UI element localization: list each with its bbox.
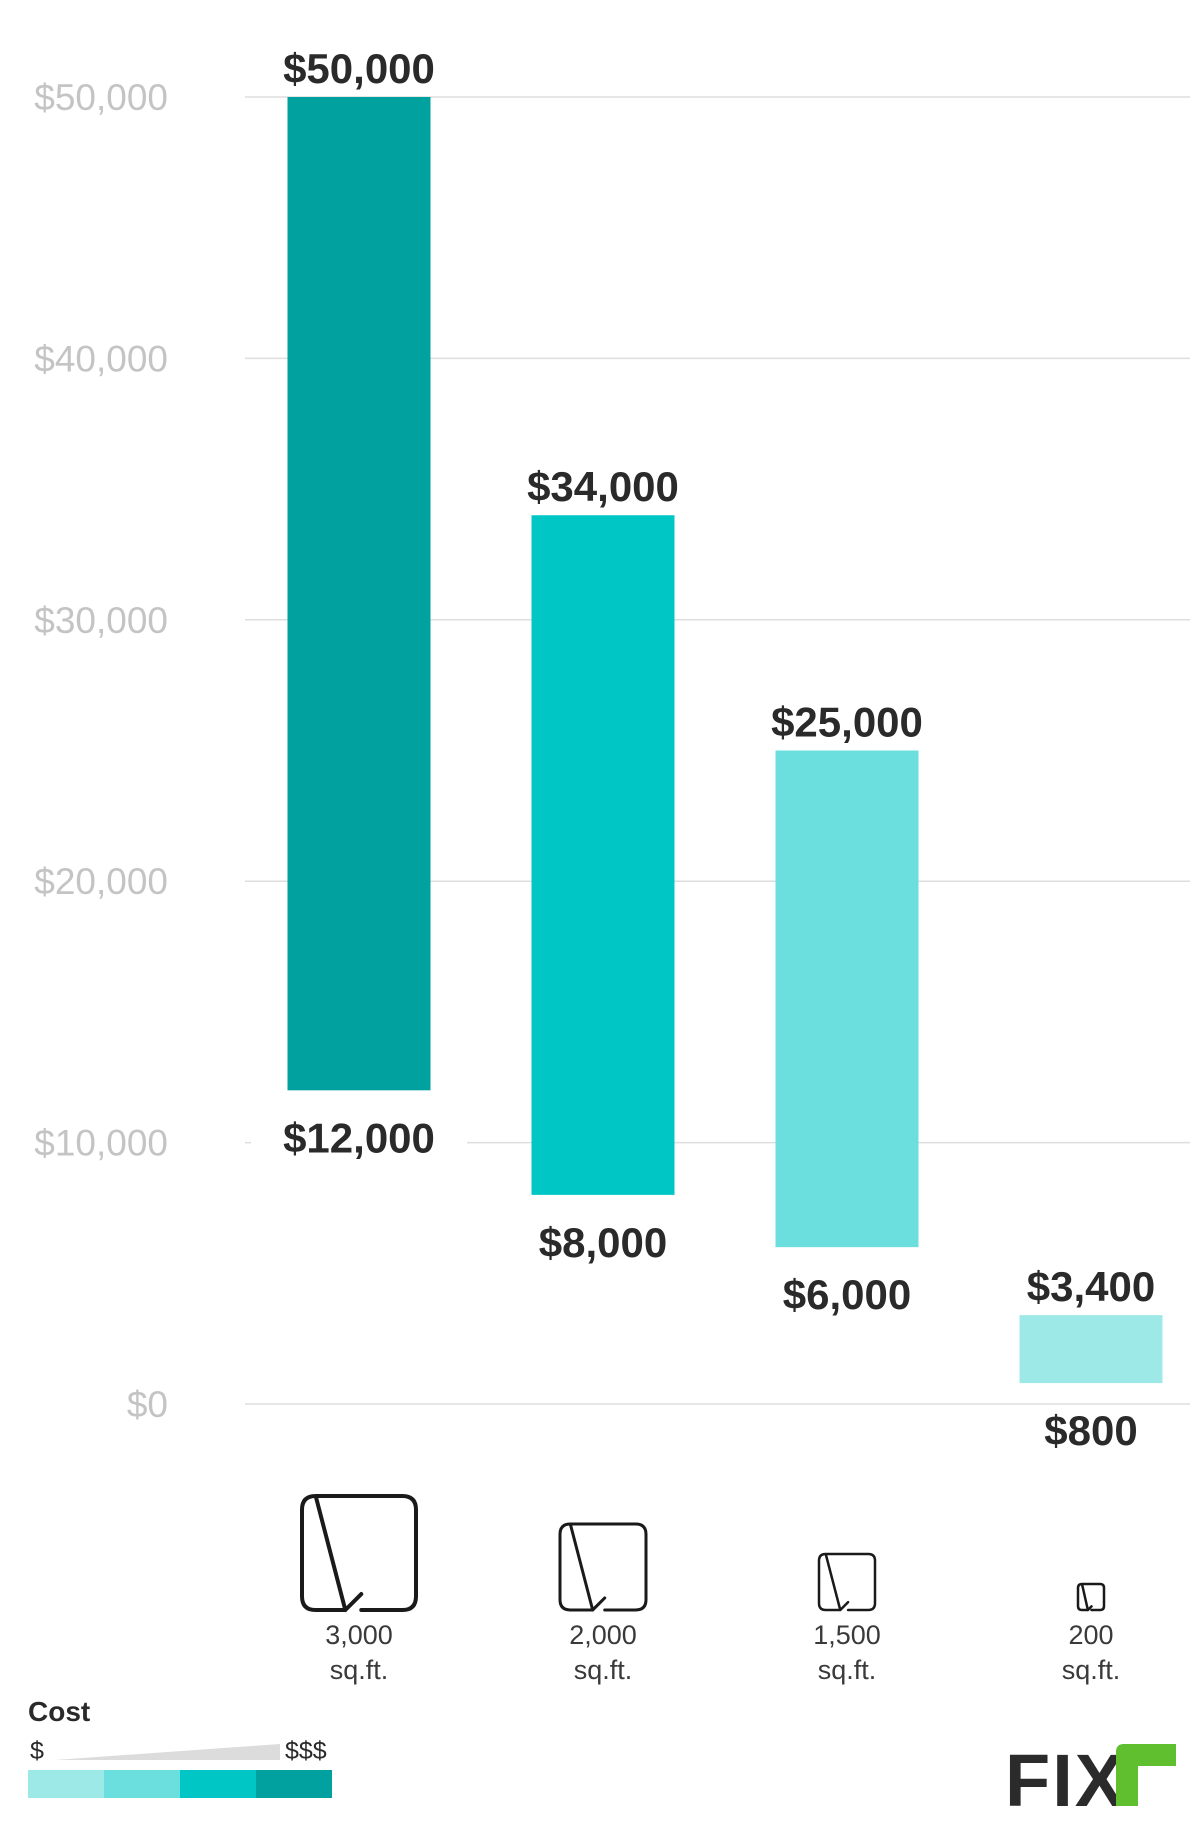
range-bar bbox=[1019, 1315, 1163, 1384]
room-size-icon bbox=[817, 1552, 877, 1612]
range-bar bbox=[775, 750, 919, 1248]
legend-swatch bbox=[28, 1770, 104, 1798]
y-tick-label: $40,000 bbox=[34, 338, 168, 379]
category-label-line1: 200 bbox=[1068, 1620, 1113, 1650]
logo-r-mark bbox=[1116, 1744, 1176, 1806]
room-size-icon bbox=[300, 1494, 418, 1612]
legend-title: Cost bbox=[28, 1696, 90, 1727]
category-labels: 3,000 sq.ft. 2,000 sq.ft. 1,500 sq.ft. 200 sq.f… bbox=[325, 1620, 1120, 1685]
bars bbox=[287, 97, 1163, 1384]
legend-swatch bbox=[256, 1770, 332, 1798]
legend-swatches bbox=[28, 1770, 332, 1798]
high-value-label: $34,000 bbox=[527, 463, 679, 510]
high-value-label: $25,000 bbox=[771, 699, 923, 746]
legend-high-symbol: $$$ bbox=[285, 1737, 327, 1765]
category-label-line2: sq.ft. bbox=[574, 1655, 633, 1685]
category-label-line1: 1,500 bbox=[813, 1620, 881, 1650]
room-size-icon bbox=[1076, 1582, 1106, 1612]
room-icons bbox=[300, 1494, 1106, 1612]
cost-legend: Cost $ $$$ bbox=[28, 1696, 332, 1798]
y-tick-label: $50,000 bbox=[34, 77, 168, 118]
y-tick-label: $20,000 bbox=[34, 861, 168, 902]
high-value-label: $50,000 bbox=[283, 45, 435, 92]
category-label-line2: sq.ft. bbox=[330, 1655, 389, 1685]
label-backdrop bbox=[251, 1114, 467, 1163]
category-label-line2: sq.ft. bbox=[1062, 1655, 1121, 1685]
y-axis-ticks: $0 $10,000 $20,000 $30,000 $40,000 $50,000 bbox=[34, 77, 168, 1425]
low-value-label: $12,000 bbox=[283, 1114, 435, 1161]
fixr-logo: FIX bbox=[1005, 1739, 1176, 1822]
category-label-line1: 3,000 bbox=[325, 1620, 393, 1650]
legend-low-symbol: $ bbox=[30, 1737, 44, 1765]
category-label-line1: 2,000 bbox=[569, 1620, 637, 1650]
legend-swatch bbox=[180, 1770, 256, 1798]
legend-swatch bbox=[104, 1770, 180, 1798]
low-value-label: $8,000 bbox=[539, 1219, 667, 1266]
range-bar bbox=[531, 515, 675, 1195]
legend-cost-wedge bbox=[55, 1744, 280, 1760]
y-tick-label: $30,000 bbox=[34, 600, 168, 641]
logo-text: FIX bbox=[1005, 1739, 1126, 1822]
room-size-icon bbox=[558, 1522, 648, 1612]
range-bar bbox=[287, 97, 431, 1091]
category-label-line2: sq.ft. bbox=[818, 1655, 877, 1685]
y-tick-label: $10,000 bbox=[34, 1123, 168, 1164]
low-value-label: $800 bbox=[1044, 1407, 1137, 1454]
low-value-label: $6,000 bbox=[783, 1271, 911, 1318]
data-labels: $50,000 $12,000 $34,000 $8,000 $25,000 $6,000… bbox=[251, 45, 1155, 1454]
y-tick-label: $0 bbox=[127, 1384, 168, 1425]
high-value-label: $3,400 bbox=[1027, 1263, 1155, 1310]
